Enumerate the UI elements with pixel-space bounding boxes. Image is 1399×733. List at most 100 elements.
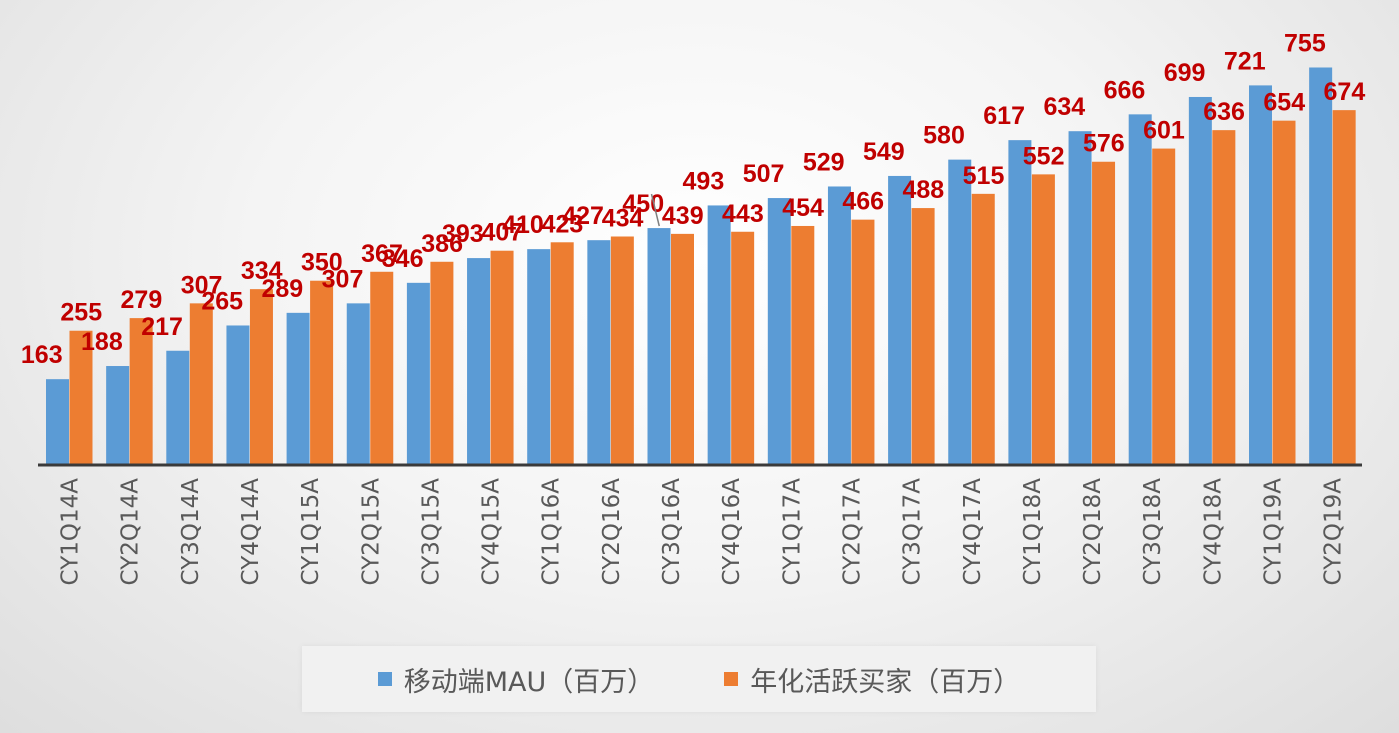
bar-buyers-CY4Q17A [971,193,995,465]
bar-mau-CY4Q16A [707,205,731,465]
bar-buyers-CY2Q15A [370,271,394,465]
x-tick-label-CY2Q19A: CY2Q19A [1321,478,1347,586]
data-label-mau-CY4Q17A: 580 [923,122,965,150]
data-label-mau-CY3Q16A: 450 [622,190,664,218]
x-tick-label-CY1Q14A: CY1Q14A [58,478,84,586]
x-tick-label-CY2Q14A: CY2Q14A [118,478,144,586]
x-tick-label-CY3Q17A: CY3Q17A [900,478,926,586]
data-label-buyers-CY1Q18A: 552 [1023,142,1065,170]
bar-buyers-CY4Q14A [249,289,273,465]
bar-mau-CY3Q14A [166,350,190,465]
data-label-buyers-CY3Q18A: 601 [1143,117,1185,145]
data-label-mau-CY1Q19A: 721 [1224,47,1266,75]
x-tick-labels: CY1Q14A CY2Q14A CY3Q14A CY4Q14A CY1Q15A CY2Q1… [58,478,1347,586]
data-label-buyers-CY1Q14A: 255 [60,299,102,327]
x-tick-label-CY3Q14A: CY3Q14A [178,478,204,586]
x-tick-label-CY4Q16A: CY4Q16A [719,478,745,586]
data-label-buyers-CY4Q18A: 636 [1203,98,1245,126]
bar-mau-CY4Q14A [226,325,250,465]
data-label-mau-CY2Q15A: 307 [322,265,364,293]
data-label-buyers-CY2Q16A: 434 [602,205,644,233]
legend-swatch-buyers [724,672,739,686]
data-label-mau-CY4Q14A: 265 [201,287,243,315]
x-tick-label-CY4Q14A: CY4Q14A [238,478,264,586]
bar-buyers-CY3Q15A [430,261,454,465]
data-label-mau-CY3Q14A: 217 [141,313,183,341]
x-tick-label-CY3Q15A: CY3Q15A [418,478,444,586]
x-tick-label-CY1Q17A: CY1Q17A [779,478,805,586]
bar-mau-CY3Q18A [1128,114,1152,465]
bar-buyers-CY2Q18A [1092,161,1116,466]
data-label-mau-CY2Q17A: 529 [803,148,845,176]
bar-buyers-CY3Q14A [189,303,213,465]
x-tick-label-CY4Q17A: CY4Q17A [960,478,986,586]
bar-mau-CY2Q17A [827,186,851,466]
bar-buyers-CY1Q14A [69,330,93,465]
x-tick-label-CY1Q18A: CY1Q18A [1020,478,1046,586]
bar-buyers-CY4Q15A [490,250,514,465]
x-tick-label-CY2Q18A: CY2Q18A [1080,478,1106,586]
data-label-buyers-CY4Q14A: 334 [241,257,283,285]
bar-mau-CY4Q17A [948,159,972,465]
x-tick-label-CY2Q16A: CY2Q16A [599,478,625,586]
bar-buyers-CY4Q16A [731,231,755,465]
bar-buyers-CY3Q16A [671,233,694,465]
data-label-mau-CY1Q17A: 507 [743,160,785,188]
data-label-mau-CY4Q16A: 493 [683,167,725,195]
bar-buyers-CY1Q16A [550,242,574,465]
data-label-buyers-CY2Q18A: 576 [1083,130,1125,158]
data-label-mau-CY1Q15A: 289 [261,275,303,303]
x-tick-label-CY2Q15A: CY2Q15A [358,478,384,586]
data-label-mau-CY2Q18A: 634 [1043,93,1085,121]
x-tick-label-CY1Q19A: CY1Q19A [1261,478,1287,586]
bar-buyers-CY2Q14A [129,318,153,465]
x-tick-label-CY4Q15A: CY4Q15A [479,478,505,586]
bar-mau-CY3Q15A [406,282,430,465]
legend-item-buyers: 年化活跃买家（百万） [724,660,1020,699]
data-label-buyers-CY1Q15A: 350 [301,249,343,277]
data-label-mau-CY4Q15A: 393 [442,220,484,248]
data-label-mau-CY3Q18A: 666 [1104,76,1146,104]
data-label-buyers-CY2Q15A: 367 [361,240,403,268]
bar-mau-CY1Q16A [527,249,551,465]
bar-mau-CY2Q15A [346,303,370,465]
bar-mau-CY4Q18A [1188,96,1212,465]
legend-swatch-mau [377,672,392,686]
bar-mau-CY2Q16A [587,240,611,465]
bar-buyers-CY1Q19A [1272,120,1296,466]
legend-item-mau: 移动端MAU（百万） [377,660,654,699]
data-label-buyers-CY3Q14A: 307 [181,271,223,299]
legend: 移动端MAU（百万） 年化活跃买家（百万） [302,646,1096,712]
bar-buyers-CY1Q15A [310,280,334,465]
data-label-mau-CY2Q16A: 427 [562,202,604,230]
bar-mau-CY2Q19A [1309,67,1333,466]
data-label-mau-CY1Q14A: 163 [21,341,63,369]
bar-buyers-CY1Q17A [791,225,815,465]
bar-buyers-CY3Q17A [911,208,935,465]
data-labels: 1632551882792173072653342893503073673463… [21,29,1365,369]
x-tick-label-CY4Q18A: CY4Q18A [1200,478,1226,586]
data-label-buyers-CY4Q15A: 407 [481,219,523,247]
data-label-buyers-CY2Q14A: 279 [121,286,163,314]
bar-buyers-CY2Q17A [851,219,875,465]
data-label-mau-CY3Q15A: 346 [382,245,424,273]
data-label-mau-CY1Q16A: 410 [502,211,544,239]
x-tick-label-CY2Q17A: CY2Q17A [839,478,865,586]
data-label-buyers-CY3Q16A: 439 [662,202,704,230]
bar-mau-CY2Q18A [1068,131,1092,465]
x-tick-label-CY3Q16A: CY3Q16A [659,478,685,586]
bar-buyers-CY3Q18A [1152,148,1176,465]
bar-mau-CY3Q16A [647,228,671,465]
bars-layer [46,67,1356,466]
bar-buyers-CY4Q18A [1212,130,1236,465]
bar-mau-CY1Q14A [46,379,69,465]
leader-line-CY3Q16A [650,193,660,227]
data-label-mau-CY1Q18A: 617 [983,102,1025,130]
bar-mau-CY1Q19A [1249,85,1272,465]
data-label-buyers-CY3Q15A: 386 [421,230,463,258]
x-tick-label-CY1Q15A: CY1Q15A [298,478,324,586]
bar-buyers-CY2Q19A [1332,110,1356,465]
bar-mau-CY2Q14A [106,366,130,465]
data-label-buyers-CY4Q17A: 515 [963,162,1005,190]
